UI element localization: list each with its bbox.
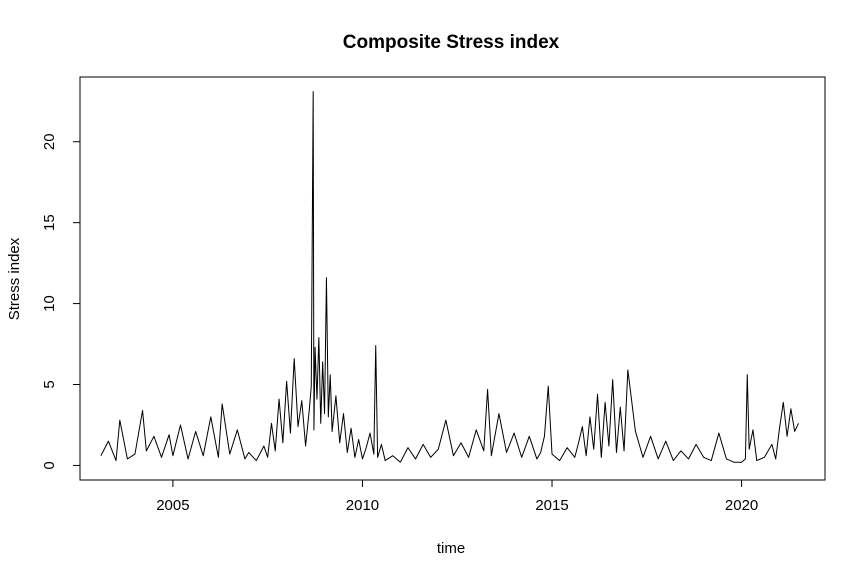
chart-title: Composite Stress index [343, 32, 560, 53]
x-axis: 2005 2010 2015 2020 [156, 479, 758, 514]
x-tick-label: 2015 [535, 497, 568, 514]
x-axis-label: time [437, 540, 465, 557]
x-tick-label: 2020 [725, 497, 758, 514]
x-tick-label: 2005 [156, 497, 189, 514]
plot-box [79, 76, 826, 481]
y-tick-label: 15 [41, 214, 58, 231]
y-axis-label: Stress index [6, 237, 23, 320]
y-tick-label: 20 [41, 133, 58, 150]
series-line [100, 91, 799, 463]
y-tick-label: 0 [41, 461, 58, 469]
series-group [100, 91, 799, 463]
y-axis: 0 5 10 15 20 [41, 133, 81, 470]
y-tick-label: 5 [41, 380, 58, 388]
y-tick-label: 10 [41, 295, 58, 312]
x-tick-label: 2010 [346, 497, 379, 514]
